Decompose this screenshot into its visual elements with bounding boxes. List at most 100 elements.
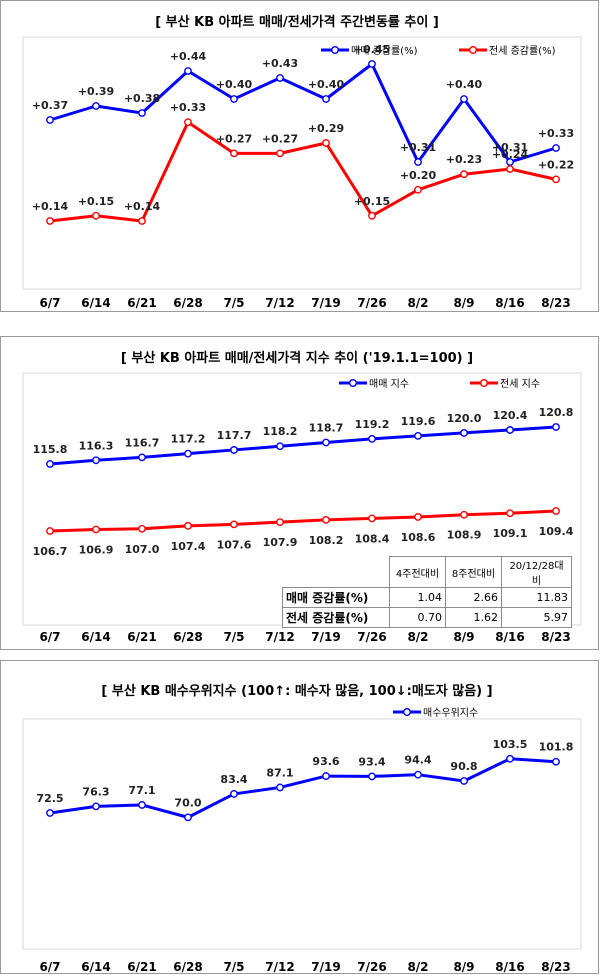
data-label: +0.38 [124,92,160,105]
x-tick-label: 7/5 [223,960,244,974]
data-point [322,139,330,147]
x-tick-label: 7/19 [311,960,340,974]
x-tick-label: 8/23 [541,960,570,974]
data-label: 109.1 [493,527,528,540]
x-tick-label: 7/12 [265,960,294,974]
data-label: +0.15 [354,195,390,208]
x-tick-label: 7/12 [265,630,294,644]
data-point [276,442,284,451]
data-label: 120.0 [447,412,482,425]
data-point [460,170,468,179]
data-point [92,456,100,465]
data-point [92,802,100,811]
data-label: 107.6 [217,538,252,551]
data-point [506,165,514,173]
data-point [368,211,376,220]
data-point [184,118,192,127]
plot-area [22,718,582,950]
data-point [46,116,54,124]
data-point [276,149,284,158]
chart-price-index: [ 부산 KB 아파트 매매/전세가격 지수 추이 ('19.1.1=100) … [0,336,599,650]
data-point [414,513,422,521]
chart-price-index-svg: [ 부산 KB 아파트 매매/전세가격 지수 추이 ('19.1.1=100) … [22,350,582,644]
x-tick-label: 7/26 [357,630,386,644]
data-label: +0.40 [216,78,253,91]
legend-marker-jeonse [469,46,478,55]
data-label: 106.9 [79,544,114,557]
data-point [506,509,514,518]
table-row: 전세 증감률(%) 0.70 1.62 5.97 [282,607,572,628]
series-group: 115.8 116.3 116.7 117.2 117.7 118.2 118.7 119.2… [33,406,574,558]
data-label: 119.6 [401,415,436,428]
data-point [138,801,146,809]
data-label: 90.8 [450,760,477,773]
x-tick-label: 6/7 [39,630,60,644]
x-tick-label: 8/16 [495,630,524,644]
table-cell: 2.66 [445,587,502,608]
legend: 매수우위지수 [393,706,478,719]
chart-title: [ 부산 KB 아파트 매매/전세가격 주간변동률 추이 ] [155,14,439,30]
table-col-header: 20/12/28대비 [501,556,572,588]
data-label: +0.24 [492,148,529,161]
x-tick-label: 7/26 [357,296,386,310]
data-label: 107.9 [263,536,298,549]
x-tick-label: 8/2 [407,296,428,310]
data-point [230,95,238,103]
data-point [460,95,468,103]
data-label: +0.33 [170,101,206,114]
data-point [414,431,422,440]
data-label: 120.8 [539,406,574,419]
data-point [460,510,468,519]
legend-marker-sale [349,379,358,388]
data-label: 119.2 [355,418,390,431]
x-tick-label: 7/5 [223,630,244,644]
data-point [138,453,146,462]
data-point [322,438,330,447]
data-label: 109.4 [539,525,574,538]
table-cell: 5.97 [501,607,572,628]
data-point [230,149,238,158]
data-point [414,158,422,166]
data-point [552,175,560,184]
data-point [552,507,560,515]
chart-buyer-index-svg: [ 부산 KB 매수우위지수 (100↑: 매수자 많음, 100↓:매도자 많… [22,683,582,974]
data-label: +0.45 [354,43,390,56]
data-point [322,95,330,103]
series-line [49,120,557,223]
legend-label-jeonse: 전세 지수 [500,378,540,390]
data-label: 117.2 [171,433,206,446]
data-point [92,525,100,534]
data-label: +0.20 [400,169,437,182]
chart-weekly-change: [ 부산 KB 아파트 매매/전세가격 주간변동률 추이 ] 매매 증감률(%)… [0,0,599,312]
x-tick-label: 6/7 [39,296,60,310]
x-tick-label: 8/2 [407,960,428,974]
data-point [368,434,376,443]
data-label: +0.44 [170,50,207,63]
table-col-header: 8주전대비 [445,556,502,588]
data-label: 106.7 [33,545,68,558]
data-point [138,524,146,533]
legend: 매매 증감률(%) 전세 증감률(%) [321,45,556,57]
data-point [46,460,54,468]
data-label: +0.39 [78,85,114,98]
data-point [414,185,422,194]
data-label: 108.6 [401,531,436,544]
data-label: +0.14 [124,200,161,213]
data-label: +0.29 [308,122,344,135]
data-label: 107.0 [125,543,160,556]
data-label: 77.1 [128,784,155,797]
x-tick-label: 8/9 [453,630,474,644]
x-tick-label: 6/28 [173,296,202,310]
data-point [368,60,376,68]
legend-marker-sale [331,46,340,55]
data-label: 93.6 [312,755,339,768]
x-tick-label: 7/26 [357,960,386,974]
x-tick-label: 6/14 [81,296,110,310]
data-point [230,446,238,454]
data-label: +0.22 [538,158,574,171]
x-tick-label: 8/9 [453,960,474,974]
table-row-label: 매매 증감률(%) [282,587,390,608]
data-label: +0.40 [308,78,345,91]
data-label: +0.33 [538,127,574,140]
data-point [276,74,284,82]
